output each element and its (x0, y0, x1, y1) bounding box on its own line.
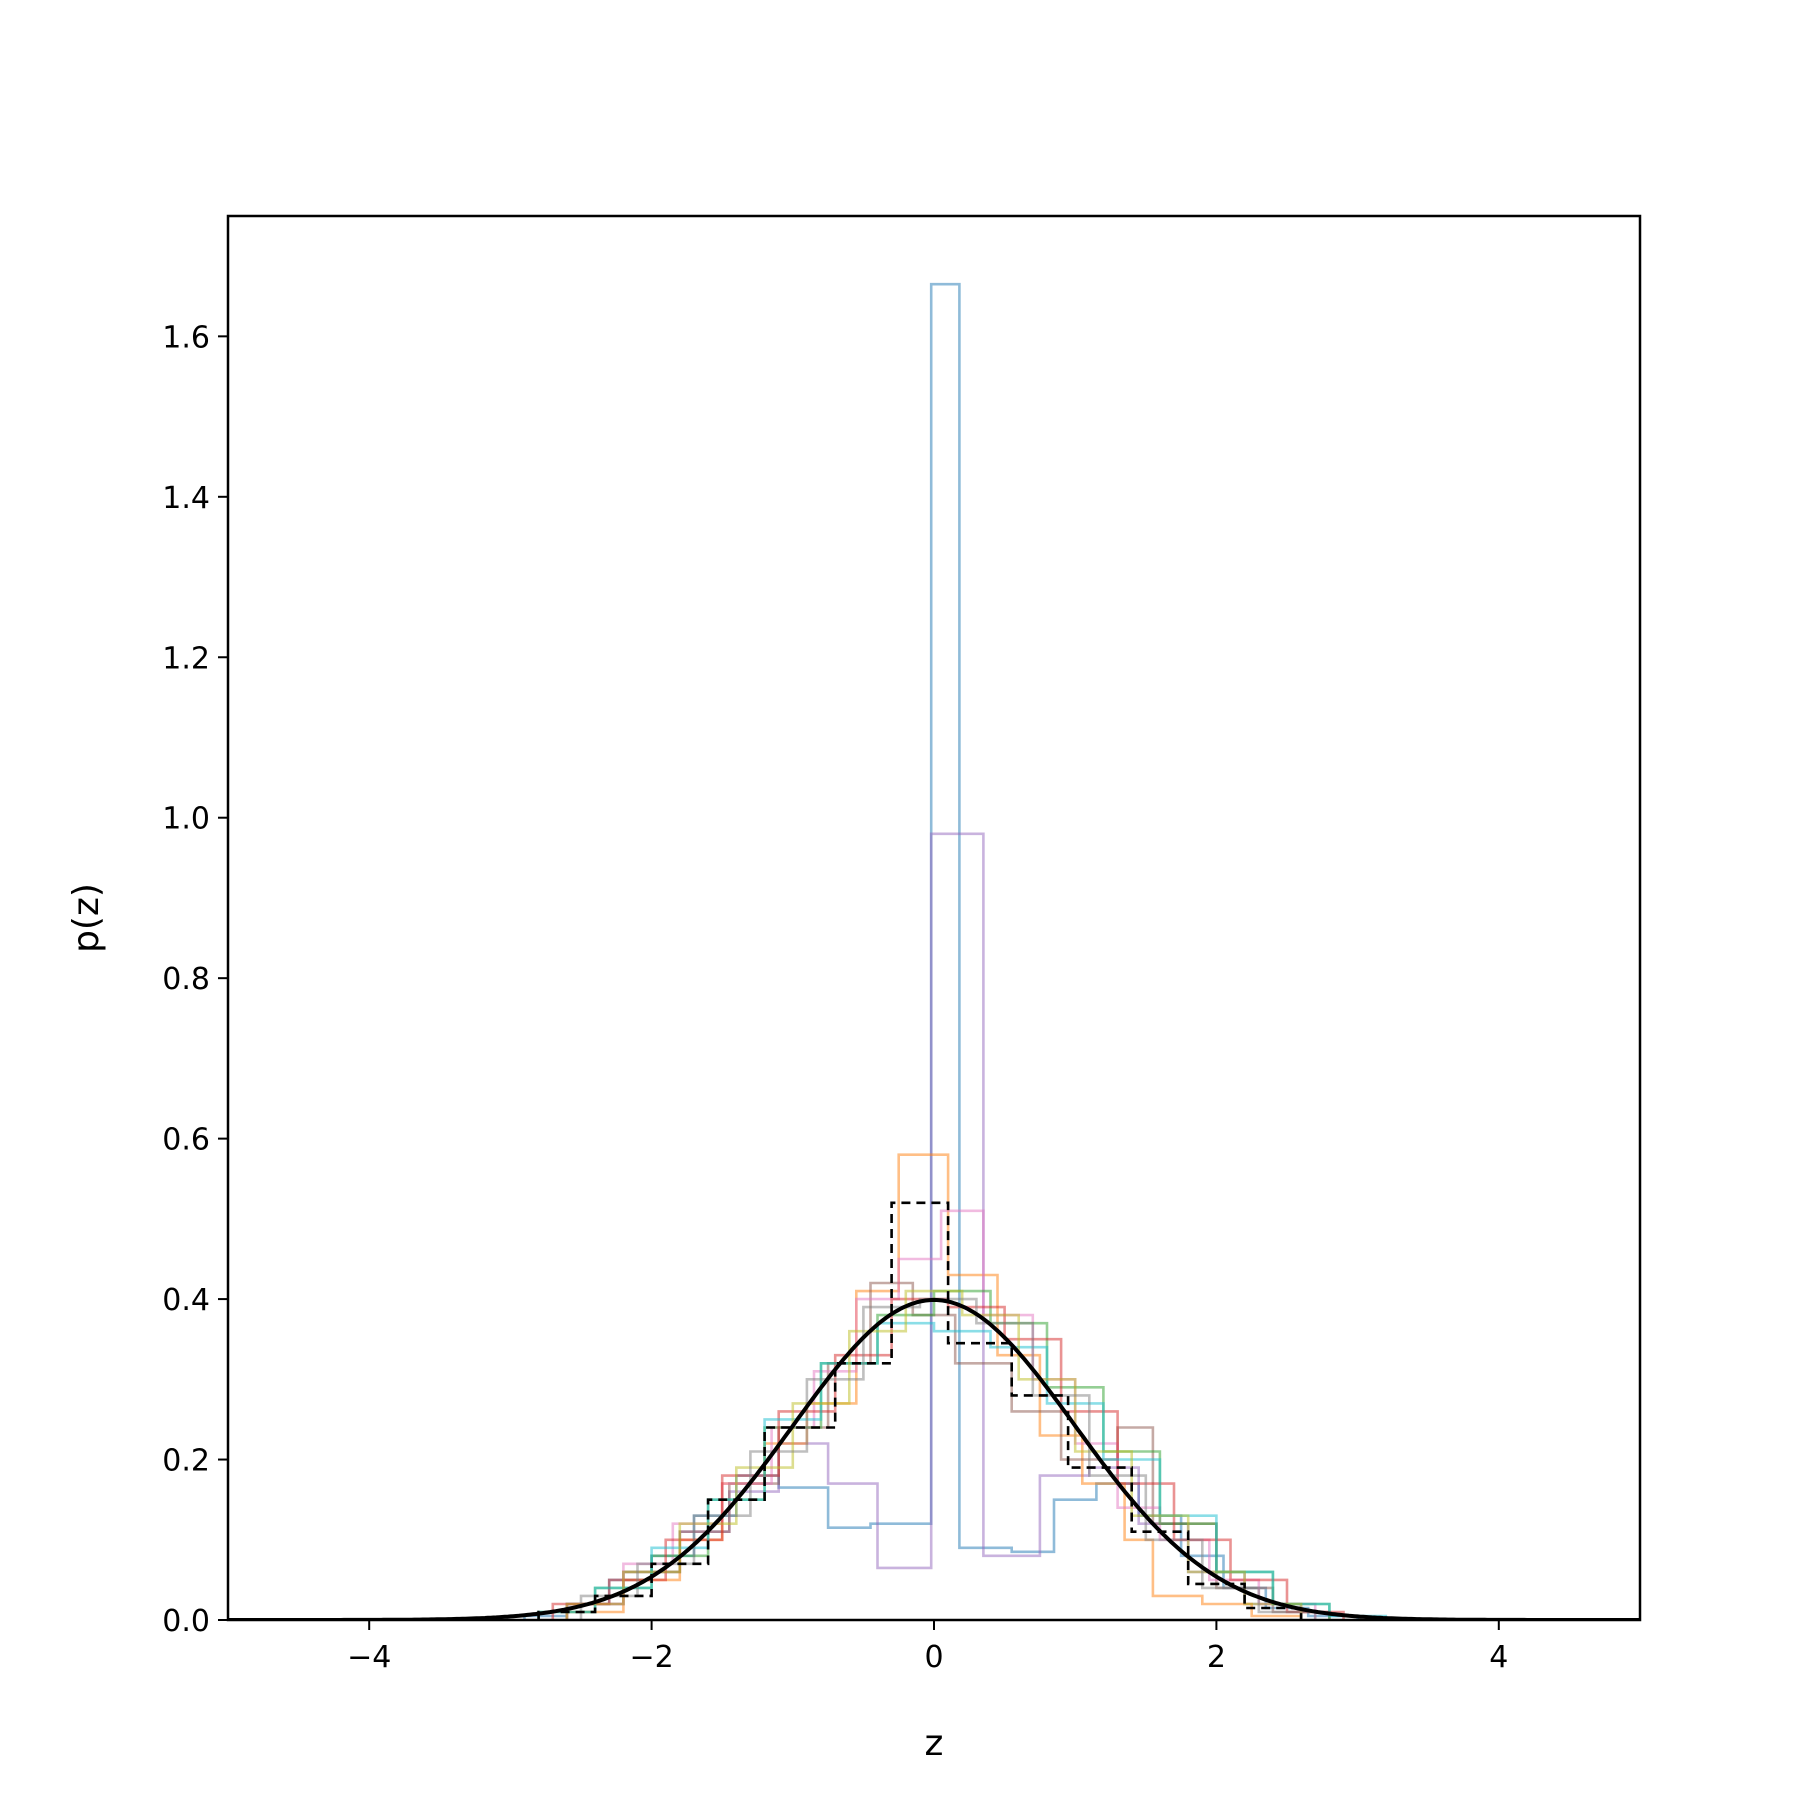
x-tick-label: −4 (347, 1640, 391, 1675)
y-tick-label: 1.2 (162, 641, 210, 676)
histogram-series-8 (565, 1289, 1303, 1620)
y-tick-label: 1.4 (162, 481, 210, 516)
y-tick-label: 0.2 (162, 1444, 210, 1479)
y-tick-label: 0.8 (162, 962, 210, 997)
x-tick-label: 0 (924, 1640, 943, 1675)
x-tick-label: 2 (1207, 1640, 1226, 1675)
histogram-series-0 (523, 282, 1359, 1620)
x-axis: −4 −2 0 2 4 (347, 1620, 1508, 1675)
x-tick-label: −2 (629, 1640, 673, 1675)
curve-layer (228, 1297, 1640, 1620)
histogram-series-3 (565, 1281, 1331, 1620)
y-tick-label: 1.6 (162, 320, 210, 355)
y-tick-label: 0.4 (162, 1283, 210, 1318)
y-axis: 0.0 0.2 0.4 0.6 0.8 1.0 1.2 1.4 1.6 (162, 320, 228, 1639)
x-tick-label: 4 (1489, 1640, 1508, 1675)
series-layer (523, 282, 1388, 1620)
y-axis-label: p(z) (66, 883, 107, 953)
histogram-series-2 (565, 1153, 1303, 1620)
y-tick-label: 0.6 (162, 1123, 210, 1158)
histogram-series-1 (565, 832, 1303, 1620)
histogram-series-dashed (537, 1201, 1303, 1620)
x-axis-label: z (925, 1723, 944, 1764)
y-tick-label: 0.0 (162, 1604, 210, 1639)
normal-pdf-curve (228, 1297, 1640, 1620)
axes-frame (226, 214, 1642, 1622)
y-tick-label: 1.0 (162, 802, 210, 837)
histogram-series-7 (537, 1321, 1388, 1620)
plot-area (226, 214, 1642, 1622)
